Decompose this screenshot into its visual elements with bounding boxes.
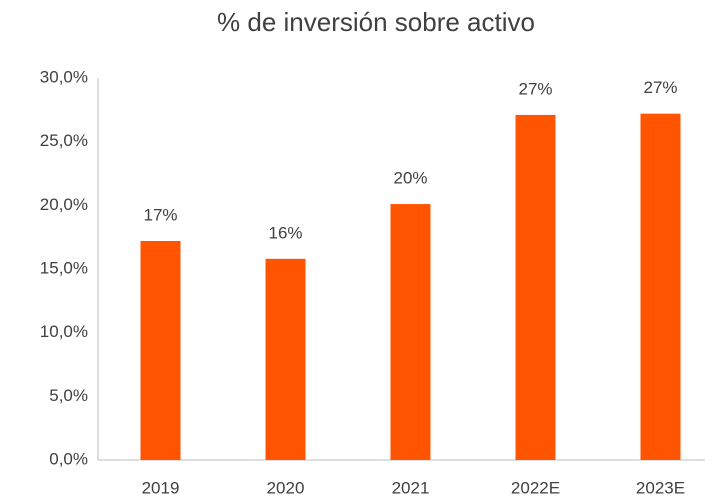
- y-tick-label: 10,0%: [40, 322, 88, 341]
- data-label: 17%: [143, 205, 177, 224]
- y-tick-label: 5,0%: [49, 386, 88, 405]
- y-tick-label: 30,0%: [40, 67, 88, 86]
- x-tick-label: 2023E: [636, 478, 685, 497]
- x-tick-label: 2022E: [511, 478, 560, 497]
- bar: [515, 114, 556, 460]
- x-tick-label: 2021: [392, 478, 430, 497]
- chart-title: % de inversión sobre activo: [217, 7, 535, 37]
- y-tick-label: 25,0%: [40, 131, 88, 150]
- data-label: 16%: [268, 223, 302, 242]
- y-tick-label: 15,0%: [40, 258, 88, 277]
- bar: [390, 204, 431, 460]
- bar: [140, 240, 181, 460]
- bar: [640, 113, 681, 461]
- x-tick-label: 2020: [267, 478, 305, 497]
- y-tick-label: 0,0%: [49, 449, 88, 468]
- data-label: 27%: [643, 78, 677, 97]
- bar: [265, 258, 306, 460]
- x-tick-label: 2019: [142, 478, 180, 497]
- data-label: 27%: [518, 79, 552, 98]
- y-tick-label: 20,0%: [40, 195, 88, 214]
- data-label: 20%: [393, 169, 427, 188]
